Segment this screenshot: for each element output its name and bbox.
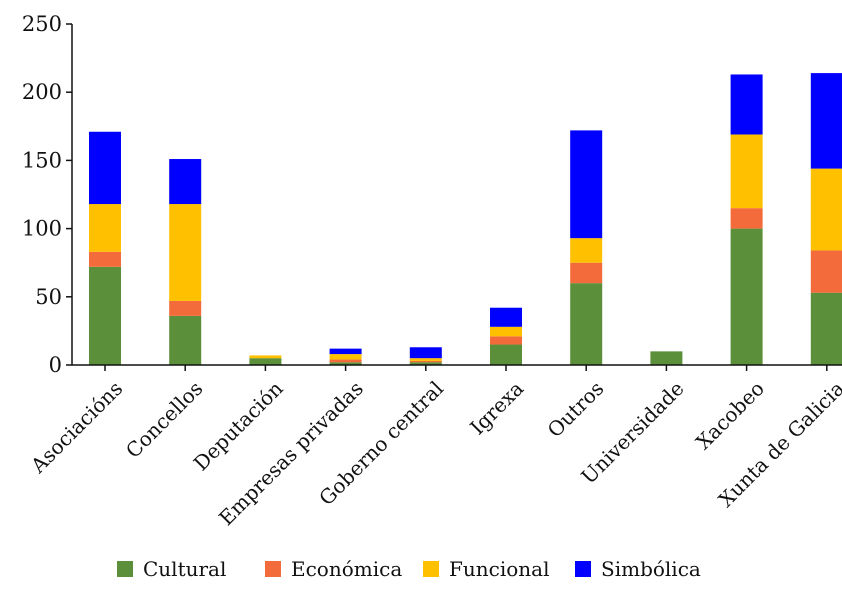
bar-funcional-asociacions [89,204,121,252]
y-tick-label: 0 [49,353,62,377]
legend-swatch [423,561,439,577]
legend-item-simbolica: Simbólica [575,557,701,581]
bar-economica-xunta-de-galicia [810,250,842,293]
bar-funcional-igrexa [490,326,522,337]
bar-cultural-concellos [169,315,202,365]
bar-stack-xunta-de-galicia [810,73,842,365]
legend-item-economica: Económica [265,557,402,581]
x-tick-label: Asociacións [25,376,127,478]
legend: Cultural Económica Funcional Simbólica [117,557,701,581]
bar-stack-concellos [169,159,202,365]
legend-item-cultural: Cultural [117,557,226,581]
bar-simbolica-xunta-de-galicia [810,73,842,169]
y-tick-label: 150 [22,148,62,172]
bar-stack-asociacions [89,131,121,365]
y-tick-label: 100 [22,217,62,241]
x-tick-label: Outros [543,376,609,442]
y-tick-label: 250 [22,12,62,36]
bar-economica-empresas-privadas [329,359,362,363]
bar-simbolica-goberno-central [409,347,442,359]
bar-economica-igrexa [490,336,522,345]
bar-cultural-xunta-de-galicia [810,292,842,365]
legend-label: Funcional [449,557,549,581]
bar-funcional-xunta-de-galicia [810,168,842,251]
legend-label: Cultural [143,557,226,581]
bar-economica-concellos [169,300,202,316]
bar-funcional-deputacion [249,355,282,359]
bar-cultural-goberno-central [409,362,442,365]
bar-cultural-outros [570,283,603,365]
bar-stack-universidade [650,351,683,365]
bar-economica-outros [570,262,603,284]
legend-swatch [575,561,591,577]
x-tick-label: Igrexa [465,376,528,439]
x-tick-label: Concellos [121,376,208,463]
bar-simbolica-concellos [169,159,202,205]
bars [89,73,842,365]
bar-simbolica-outros [570,130,603,239]
bar-funcional-concellos [169,204,202,301]
bar-stack-outros [570,130,603,365]
bar-stack-igrexa [490,307,522,365]
bar-cultural-empresas-privadas [329,362,362,365]
y-tick-label: 50 [35,285,62,309]
x-tick-label: Empresas privadas [214,376,368,530]
legend-label: Económica [291,557,402,581]
y-tick-label: 200 [22,80,62,104]
legend-swatch [265,561,281,577]
bar-stack-deputacion [249,355,282,365]
bar-economica-goberno-central [409,360,442,363]
bar-cultural-xacobeo [730,228,763,365]
bar-cultural-igrexa [490,344,522,365]
bar-simbolica-empresas-privadas [329,348,362,355]
bar-cultural-asociacions [89,266,121,365]
legend-item-funcional: Funcional [423,557,549,581]
bar-stack-xacobeo [730,74,763,365]
bar-cultural-deputacion [249,358,282,365]
bar-funcional-empresas-privadas [329,354,362,360]
x-tick-label: Xacobeo [691,376,769,454]
bar-funcional-goberno-central [409,358,442,361]
legend-label: Simbólica [601,557,701,581]
bar-simbolica-igrexa [490,307,522,327]
bar-economica-xacobeo [730,208,763,229]
bar-stack-empresas-privadas [329,348,362,365]
bar-simbolica-xacobeo [730,74,763,135]
legend-swatch [117,561,133,577]
bar-cultural-universidade [650,351,683,365]
bar-funcional-outros [570,238,603,263]
bar-funcional-xacobeo [730,134,763,209]
y-axis: 0 50 100 150 200 250 [22,12,73,377]
bar-economica-asociacions [89,251,121,267]
bar-stack-goberno-central [409,347,442,365]
bar-simbolica-asociacions [89,131,121,205]
